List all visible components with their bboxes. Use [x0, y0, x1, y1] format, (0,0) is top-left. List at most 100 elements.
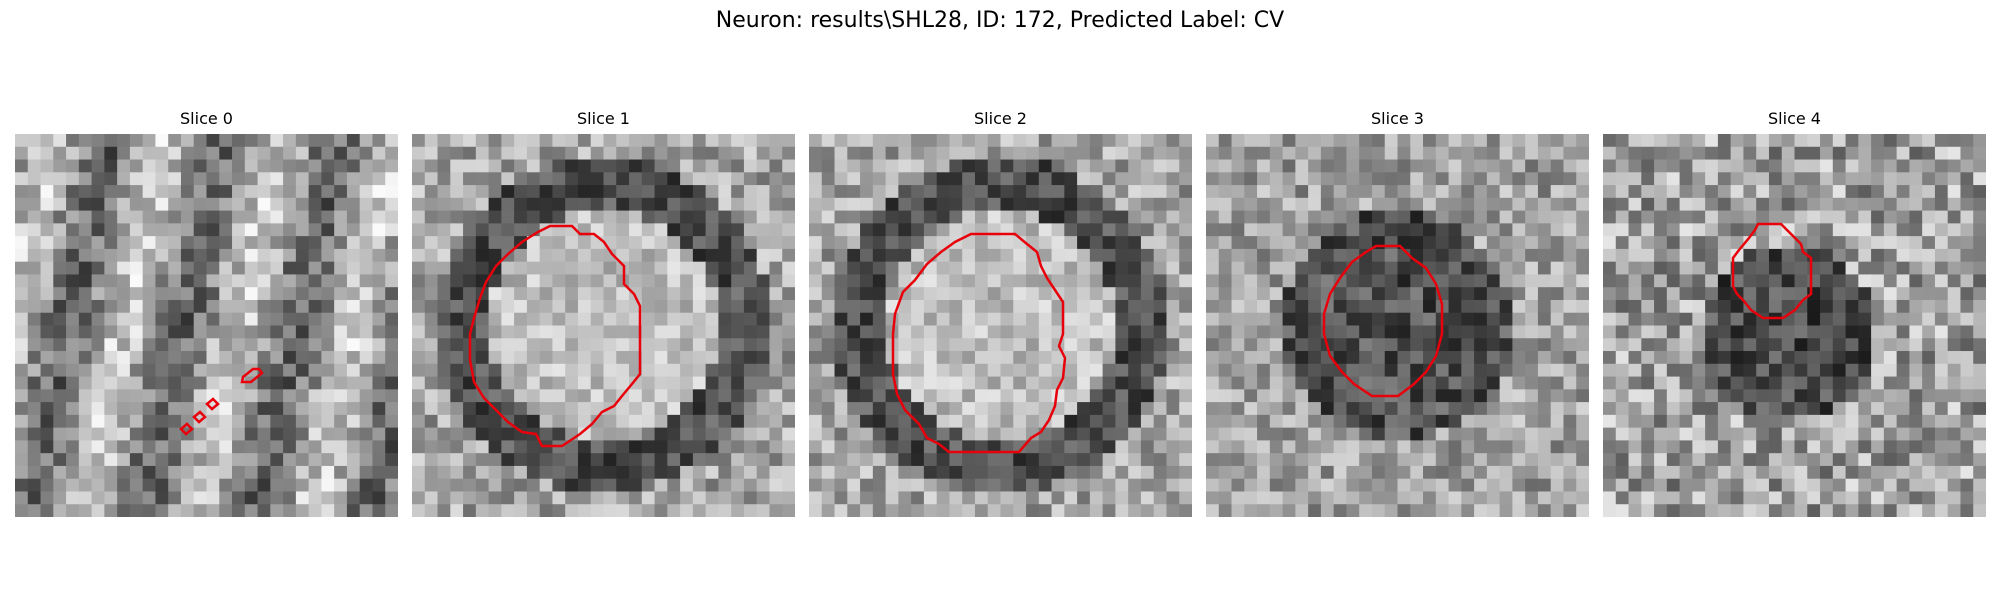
image-pixel [1333, 414, 1348, 429]
image-pixel [743, 236, 758, 250]
image-pixel [1973, 261, 1986, 276]
image-pixel [1692, 504, 1706, 517]
image-pixel [1858, 453, 1872, 467]
image-pixel [1603, 210, 1617, 224]
image-pixel [834, 465, 848, 480]
image-pixel [91, 402, 105, 416]
image-pixel [424, 172, 439, 186]
image-pixel [78, 236, 93, 250]
image-pixel [1947, 478, 1962, 493]
image-pixel [809, 376, 823, 390]
image-pixel [641, 248, 656, 263]
image-pixel [1756, 274, 1770, 288]
image-pixel [1666, 197, 1681, 212]
image-pixel [872, 465, 887, 480]
image-pixel [1153, 299, 1168, 314]
image-pixel [1166, 312, 1180, 327]
image-pixel [66, 185, 80, 199]
image-pixel [1320, 402, 1335, 416]
image-pixel [629, 185, 643, 199]
image-pixel [1218, 453, 1233, 467]
image-pixel [412, 478, 426, 493]
image-pixel [1820, 185, 1834, 199]
image-pixel [1871, 210, 1885, 224]
image-pixel [1947, 363, 1962, 378]
image-pixel [809, 236, 823, 250]
image-pixel [923, 210, 938, 224]
image-pixel [155, 376, 169, 390]
image-pixel [295, 146, 310, 161]
image-pixel [1089, 210, 1104, 224]
image-pixel [1705, 351, 1719, 365]
image-pixel [385, 376, 398, 390]
image-pixel [1832, 351, 1847, 365]
image-pixel [244, 504, 259, 517]
image-pixel [1397, 478, 1411, 493]
image-pixel [1807, 363, 1821, 378]
image-pixel [1909, 134, 1923, 148]
image-pixel [1896, 465, 1910, 480]
image-pixel [359, 287, 374, 301]
image-pixel [1615, 376, 1630, 390]
image-pixel [334, 338, 348, 352]
image-pixel [603, 363, 617, 378]
image-pixel [1883, 312, 1898, 327]
image-pixel [104, 427, 118, 441]
image-pixel [1820, 453, 1834, 467]
image-pixel [1448, 389, 1462, 403]
image-pixel [1064, 223, 1078, 237]
image-pixel [450, 287, 464, 301]
image-pixel [821, 325, 836, 339]
image-pixel [1102, 363, 1116, 378]
image-pixel [1730, 210, 1745, 224]
image-pixel [295, 274, 310, 288]
image-pixel [936, 504, 951, 517]
image-pixel [769, 159, 783, 173]
panel-slice-1: Slice 1 [412, 108, 795, 517]
image-pixel [372, 427, 386, 441]
image-pixel [834, 197, 848, 212]
image-pixel [1934, 146, 1949, 161]
image-pixel [949, 363, 963, 378]
image-pixel [936, 453, 951, 467]
image-pixel [1934, 312, 1949, 327]
image-pixel [1064, 414, 1078, 429]
image-pixel [731, 185, 745, 199]
image-pixel [424, 236, 439, 250]
image-pixel [1641, 299, 1655, 314]
image-pixel [219, 159, 233, 173]
image-pixel [1781, 261, 1796, 276]
image-pixel [232, 287, 246, 301]
image-pixel [193, 248, 208, 263]
image-pixel [1333, 491, 1348, 505]
image-pixel [1756, 159, 1770, 173]
image-pixel [1666, 172, 1681, 186]
image-pixel [1537, 146, 1552, 161]
image-pixel [1666, 146, 1681, 161]
image-pixel [257, 185, 271, 199]
image-pixel [1077, 185, 1091, 199]
image-pixel [1883, 427, 1898, 441]
image-pixel [295, 159, 310, 173]
image-pixel [1679, 478, 1693, 493]
image-pixel [641, 453, 656, 467]
image-pixel [1960, 453, 1974, 467]
image-pixel [1845, 351, 1859, 365]
image-pixel [692, 465, 707, 480]
image-pixel [1934, 389, 1949, 403]
image-pixel [654, 478, 668, 493]
image-pixel [1486, 338, 1501, 352]
image-pixel [244, 414, 259, 429]
image-pixel [756, 312, 771, 327]
image-pixel [104, 338, 118, 352]
image-pixel [1410, 351, 1424, 365]
image-pixel [603, 185, 617, 199]
image-pixel [731, 236, 745, 250]
image-pixel [1705, 325, 1719, 339]
image-pixel [552, 389, 566, 403]
image-pixel [232, 261, 246, 276]
image-pixel [155, 338, 169, 352]
image-pixel [1179, 363, 1192, 378]
image-pixel [1654, 261, 1668, 276]
image-pixel [1871, 465, 1885, 480]
